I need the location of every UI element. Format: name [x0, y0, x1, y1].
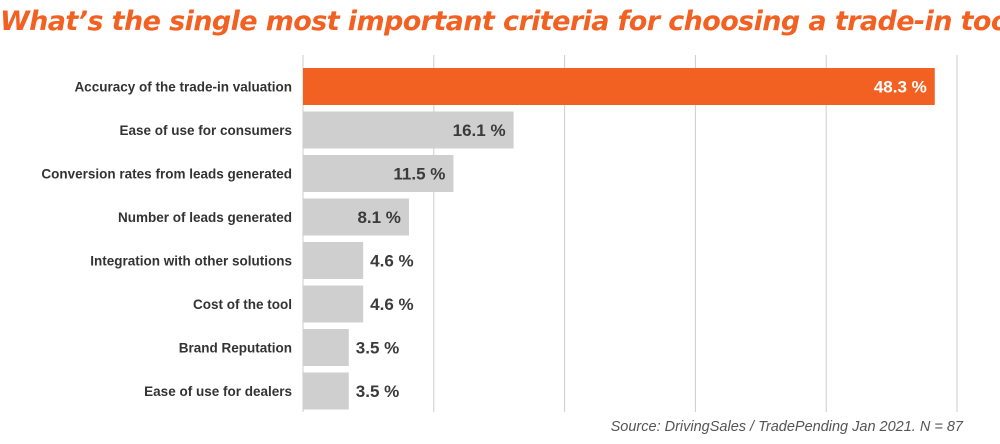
- bar-3: [303, 198, 409, 236]
- bar-4: [303, 242, 364, 279]
- value-label-6: 3.5 %: [356, 339, 399, 358]
- bar-5: [303, 285, 364, 323]
- value-label-7: 3.5 %: [356, 382, 399, 401]
- value-labels: 48.3 % 16.1 % 11.5 % 8.1 % 4.6 % 4.6 % 3.5 % 3.…: [356, 78, 927, 402]
- category-label-3: Number of leads generated: [118, 210, 292, 225]
- bar-2: [303, 155, 454, 192]
- bar-6: [303, 329, 349, 366]
- value-label-4: 4.6 %: [370, 252, 413, 271]
- value-label-3: 8.1 %: [357, 208, 400, 227]
- category-label-5: Cost of the tool: [193, 297, 292, 312]
- value-label-1: 16.1 %: [453, 121, 506, 140]
- bar-1: [303, 111, 514, 149]
- category-label-2: Conversion rates from leads generated: [41, 167, 292, 182]
- category-label-0: Accuracy of the trade-in valuation: [74, 80, 292, 95]
- value-label-2: 11.5 %: [393, 165, 445, 184]
- category-label-7: Ease of use for dealers: [144, 384, 292, 399]
- bar-7: [303, 372, 349, 410]
- category-label-6: Brand Reputation: [179, 341, 292, 356]
- bars: [303, 68, 935, 410]
- bar-0: [303, 68, 935, 105]
- value-label-0: 48.3 %: [874, 78, 927, 97]
- category-labels: Accuracy of the trade-in valuation Ease o…: [41, 80, 292, 400]
- category-label-4: Integration with other solutions: [90, 254, 292, 269]
- value-label-5: 4.6 %: [370, 295, 413, 314]
- source-note: Source: DrivingSales / TradePending Jan …: [610, 419, 963, 435]
- category-label-1: Ease of use for consumers: [119, 123, 292, 138]
- chart-title: What’s the single most important criteri…: [0, 6, 1000, 37]
